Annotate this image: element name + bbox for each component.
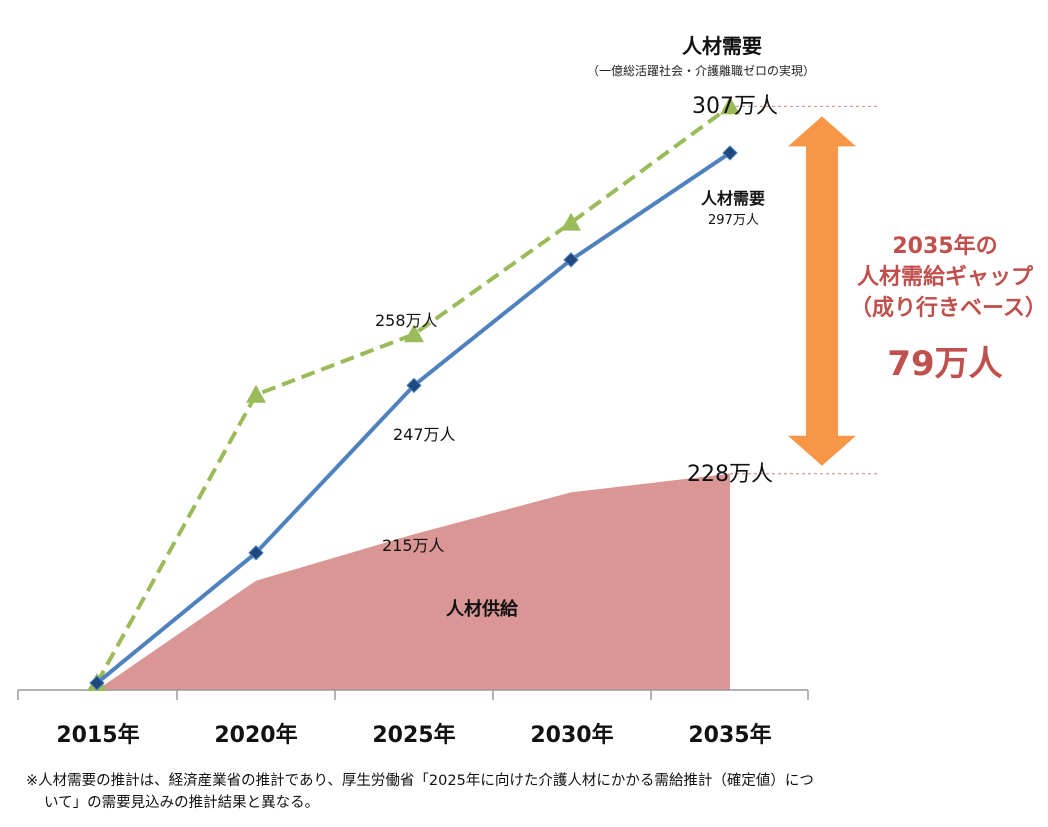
gap-title-line1: 2035年の [892, 234, 998, 259]
footnote-line1: ※人材需要の推計は、経済産業省の推計であり、厚生労働省「2025年に向けた介護人… [26, 773, 814, 789]
gap-double-arrow [788, 116, 856, 466]
value-label-297: 297万人 [708, 213, 759, 228]
demand-point-1 [248, 545, 264, 561]
demand-point-2 [406, 377, 422, 394]
gap-title-line2: 人材需給ギャップ [856, 265, 1033, 290]
x-tick-2025: 2025年 [372, 723, 456, 748]
demand-line-title: 人材需要 [701, 189, 766, 208]
supply-area [97, 473, 730, 690]
demand-point-4 [722, 145, 738, 161]
demand-high-point-2 [404, 324, 424, 343]
value-label-258: 258万人 [375, 311, 438, 330]
supply-area-label: 人材供給 [446, 599, 518, 620]
value-label-215: 215万人 [382, 536, 445, 555]
gap-value: 79万人 [887, 344, 1003, 384]
value-label-247: 247万人 [393, 425, 456, 444]
demand-top-subtitle: （一億総活躍社会・介護離職ゼロの実現） [587, 64, 816, 78]
x-tick-2015: 2015年 [56, 723, 140, 748]
value-label-228: 228万人 [687, 462, 773, 487]
demand-top-title: 人材需要 [682, 34, 762, 58]
demand-high-point-3 [561, 212, 581, 231]
demand-high-point-1 [246, 384, 266, 403]
footnote-line2: いて」の需要見込みの推計結果と異なる。 [44, 795, 320, 811]
demand-high-point-4 [720, 96, 740, 115]
demand-high-line [95, 104, 732, 684]
demand-point-3 [563, 252, 579, 268]
value-label-307: 307万人 [692, 94, 778, 119]
x-tick-2035: 2035年 [688, 723, 772, 748]
demand-point-0 [89, 675, 105, 691]
x-tick-2020: 2020年 [214, 723, 298, 748]
gap-title-line3: （成り行きベース） [850, 296, 1047, 321]
x-tick-2030: 2030年 [530, 723, 614, 748]
